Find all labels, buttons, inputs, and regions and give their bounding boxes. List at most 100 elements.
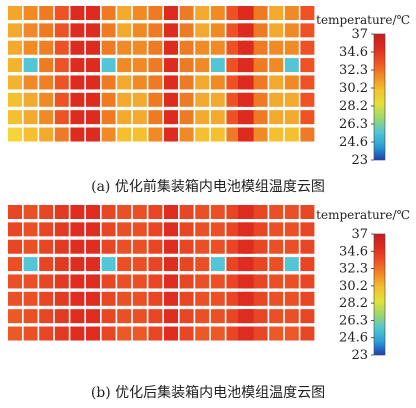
cell [54, 58, 69, 73]
cell [8, 127, 22, 142]
tick-label: 28.2 [339, 296, 368, 311]
cell [164, 205, 178, 219]
cell [8, 75, 22, 90]
cell [23, 92, 38, 107]
cell [179, 205, 194, 219]
cell [132, 309, 147, 324]
cell [148, 92, 163, 107]
tick-label: 26.3 [339, 117, 368, 132]
cell [284, 291, 299, 306]
cell [300, 239, 315, 254]
cell [54, 274, 69, 289]
cell [300, 75, 315, 90]
cell [39, 58, 54, 73]
cell [39, 257, 54, 272]
cell [23, 257, 38, 272]
caption-b: (b) 优化后集装箱内电池模组温度云图 [90, 385, 326, 401]
cell [238, 257, 252, 272]
cell [164, 291, 178, 306]
cell [86, 205, 100, 219]
cell [269, 75, 284, 90]
cell [132, 291, 147, 306]
cell [148, 222, 163, 237]
cell [226, 110, 241, 125]
colorbar [373, 233, 386, 356]
cell [226, 257, 241, 272]
cell [226, 222, 241, 237]
cell [70, 274, 85, 289]
cell [284, 239, 299, 254]
cell [70, 23, 85, 38]
cell [117, 222, 132, 237]
cell [284, 257, 299, 272]
cell [284, 92, 299, 107]
cell [195, 239, 210, 254]
cell [70, 6, 85, 20]
cell [253, 40, 268, 55]
cell [269, 205, 284, 219]
cell [210, 274, 225, 289]
cell [269, 326, 284, 341]
cell [117, 274, 132, 289]
cell [179, 257, 194, 272]
cell [132, 257, 147, 272]
cell [101, 110, 116, 125]
cell [269, 6, 284, 20]
cell [101, 274, 116, 289]
cell [269, 23, 284, 38]
cell [226, 75, 241, 90]
cell [195, 110, 210, 125]
cell [70, 110, 85, 125]
cell [300, 23, 315, 38]
cell [164, 257, 178, 272]
cell [54, 6, 69, 20]
cell [179, 23, 194, 38]
cell [179, 309, 194, 324]
cell [210, 23, 225, 38]
cell [54, 110, 69, 125]
cell [132, 92, 147, 107]
tick-label: 24.6 [339, 331, 368, 346]
tick-label: 34.6 [339, 244, 368, 259]
cell [164, 326, 178, 341]
cell [132, 205, 147, 219]
cell [238, 291, 252, 306]
cell [300, 291, 315, 306]
cell [226, 326, 241, 341]
cell [132, 110, 147, 125]
cell [300, 309, 315, 324]
cell [179, 222, 194, 237]
cell [117, 23, 132, 38]
panel-a: temperature/℃37 34.6 32.3 30.2 28.2 26.3 24.6 2… [8, 6, 410, 168]
cell [210, 326, 225, 341]
cell [23, 23, 38, 38]
cell [300, 6, 315, 20]
cell [269, 309, 284, 324]
cell [226, 40, 241, 55]
cell [117, 309, 132, 324]
cell [210, 75, 225, 90]
cell [8, 205, 22, 219]
cell [269, 58, 284, 73]
cell [101, 58, 116, 73]
cell [238, 58, 252, 73]
cell [148, 58, 163, 73]
cell [39, 205, 54, 219]
cell [132, 239, 147, 254]
cell [253, 326, 268, 341]
cell [8, 110, 22, 125]
caption-a: (a) 优化前集装箱内电池模组温度云图 [91, 179, 325, 195]
cell [253, 274, 268, 289]
cell [269, 110, 284, 125]
cell [132, 6, 147, 20]
cell [54, 326, 69, 341]
cell [179, 291, 194, 306]
cell [8, 58, 22, 73]
cell [284, 309, 299, 324]
cell [284, 274, 299, 289]
cell [101, 127, 116, 142]
cell [117, 127, 132, 142]
cell [253, 127, 268, 142]
cell [39, 291, 54, 306]
cell [226, 309, 241, 324]
